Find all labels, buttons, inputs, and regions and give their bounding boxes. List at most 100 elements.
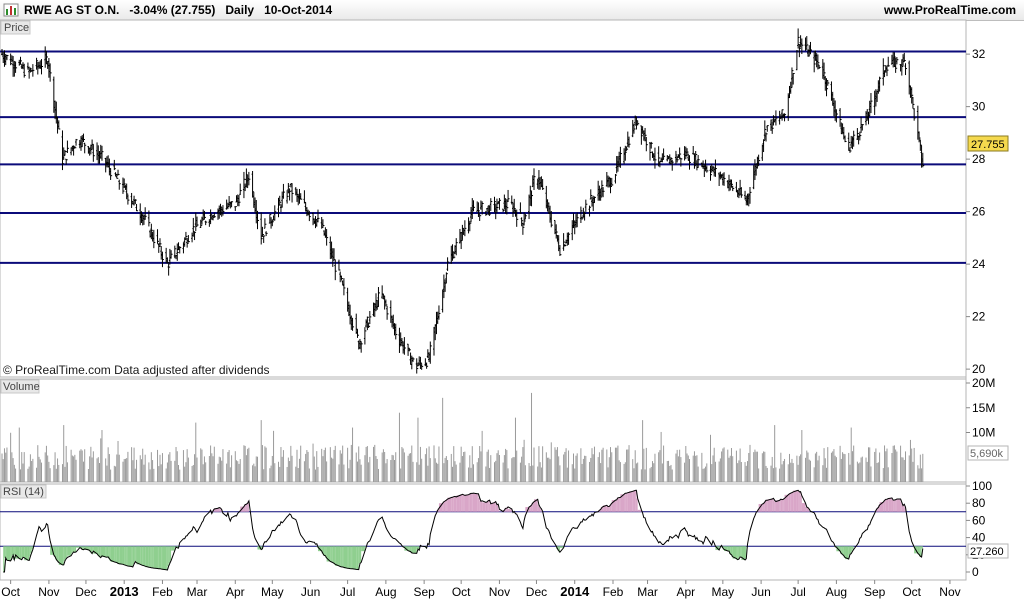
site-link[interactable]: www.ProRealTime.com <box>883 3 1016 17</box>
rsi-overbought-fill <box>895 498 897 512</box>
rsi-overbought-fill <box>901 505 904 512</box>
rsi-oversold-fill <box>29 546 31 557</box>
rsi-overbought-fill <box>489 503 491 512</box>
volume-panel-label: Volume <box>3 381 40 393</box>
rsi-overbought-fill <box>478 497 480 512</box>
rsi-overbought-fill <box>218 507 220 512</box>
rsi-oversold-fill <box>736 546 738 560</box>
rsi-overbought-fill <box>903 504 905 512</box>
rsi-oversold-fill <box>131 546 133 567</box>
rsi-oversold-fill <box>83 546 85 549</box>
rsi-oversold-fill <box>724 546 728 552</box>
rsi-overbought-fill <box>624 493 626 512</box>
x-tick-label: Jun <box>301 585 320 599</box>
rsi-oversold-fill <box>63 546 65 561</box>
rsi-overbought-fill <box>600 507 602 512</box>
volume-bars <box>1 392 924 482</box>
rsi-oversold-fill <box>101 546 106 557</box>
rsi-overbought-fill <box>772 498 774 512</box>
price-panel <box>0 19 967 378</box>
rsi-oversold-fill <box>257 546 262 550</box>
rsi-oversold-fill <box>66 546 68 558</box>
rsi-oversold-fill <box>127 546 132 567</box>
rsi-oversold-fill <box>357 546 359 570</box>
rsi-oversold-fill <box>50 546 54 555</box>
rsi-oversold-fill <box>14 546 16 555</box>
rsi-oversold-fill <box>64 546 67 559</box>
rsi-overbought-fill <box>635 490 637 512</box>
rsi-overbought-fill <box>487 500 489 512</box>
price-label-box <box>0 20 31 35</box>
rsi-oversold-fill <box>62 546 64 565</box>
rsi-overbought-fill <box>525 507 530 512</box>
rsi-overbought-fill <box>790 492 792 512</box>
rsi-oversold-fill <box>122 546 125 565</box>
rsi-oversold-fill <box>24 546 28 561</box>
y-tick-label: 15M <box>972 401 995 415</box>
rsi-oversold-fill <box>55 546 57 560</box>
rsi-overbought-fill <box>758 503 763 512</box>
y-axis-ticks: 2022242628303210M15M20M020406080100 <box>966 47 995 579</box>
rsi-oversold-fill <box>11 546 14 556</box>
rsi-oversold-fill <box>92 546 94 552</box>
rsi-oversold-fill <box>727 546 730 552</box>
rsi-oversold-fill <box>97 546 99 556</box>
rsi-oversold-fill <box>141 546 143 566</box>
x-tick-label: Aug <box>375 585 396 599</box>
y-tick-label: 20 <box>972 362 986 376</box>
rsi-oversold-fill <box>151 546 153 568</box>
rsi-oversold-fill <box>334 546 336 565</box>
rsi-oversold-fill <box>150 546 152 568</box>
rsi-oversold-fill <box>73 546 75 553</box>
rsi-oversold-fill <box>82 546 84 550</box>
rsi-overbought-fill <box>894 499 896 512</box>
rsi-overbought-fill <box>616 497 618 512</box>
rsi-oversold-fill <box>330 546 332 562</box>
rsi-oversold-fill <box>161 546 163 570</box>
rsi-overbought-fill <box>540 508 542 512</box>
rsi-overbought-fill <box>461 494 463 512</box>
rsi-overbought-fill <box>633 490 636 512</box>
rsi-overbought-fill <box>537 504 539 512</box>
rsi-overbought-fill <box>900 502 902 512</box>
rsi-overbought-fill <box>485 501 488 512</box>
rsi-oversold-fill <box>71 546 73 554</box>
rsi-overbought-fill <box>888 497 892 512</box>
x-tick-label: Mar <box>187 585 208 599</box>
x-tick-label: Apr <box>226 585 245 599</box>
rsi-oversold-fill <box>88 546 90 551</box>
rsi-oversold-fill <box>159 546 162 569</box>
rsi-overbought-fill <box>893 499 895 512</box>
rsi-oversold-fill <box>322 546 325 556</box>
rsi-oversold-fill <box>145 546 149 568</box>
rsi-overbought-fill <box>456 495 460 512</box>
rsi-overbought-fill <box>782 499 784 512</box>
rsi-overbought-fill <box>447 497 452 512</box>
rsi-oversold-fill <box>261 546 263 549</box>
rsi-oversold-fill <box>132 546 135 564</box>
rsi-oversold-fill <box>335 546 339 566</box>
rsi-overbought-fill <box>508 508 512 512</box>
rsi-overbought-fill <box>887 498 889 512</box>
x-tick-label: Feb <box>152 585 173 599</box>
rsi-oversold-fill <box>852 546 854 550</box>
rsi-oversold-fill <box>136 546 141 565</box>
x-tick-label: Jul <box>790 585 805 599</box>
rsi-overbought-fill <box>453 496 455 512</box>
rsi-overbought-fill <box>904 507 906 512</box>
rsi-oversold-fill <box>324 546 326 556</box>
x-tick-label: Mar <box>637 585 658 599</box>
rsi-oversold-fill <box>174 546 177 548</box>
rsi-overbought-fill <box>469 493 472 512</box>
rsi-overbought-fill <box>479 501 481 512</box>
x-tick-label: Oct <box>902 585 921 599</box>
rsi-oversold-fill <box>4 546 6 558</box>
rsi-overbought-fill <box>530 505 532 512</box>
rsi-overbought-fill <box>784 494 789 512</box>
rsi-oversold-fill <box>27 546 30 561</box>
rsi-oversold-fill <box>116 546 119 564</box>
rsi-oversold-fill <box>325 546 327 559</box>
price-last-value: 27.755 <box>971 139 1005 151</box>
rsi-oversold-fill <box>158 546 160 569</box>
rsi-overbought-fill <box>506 506 509 512</box>
